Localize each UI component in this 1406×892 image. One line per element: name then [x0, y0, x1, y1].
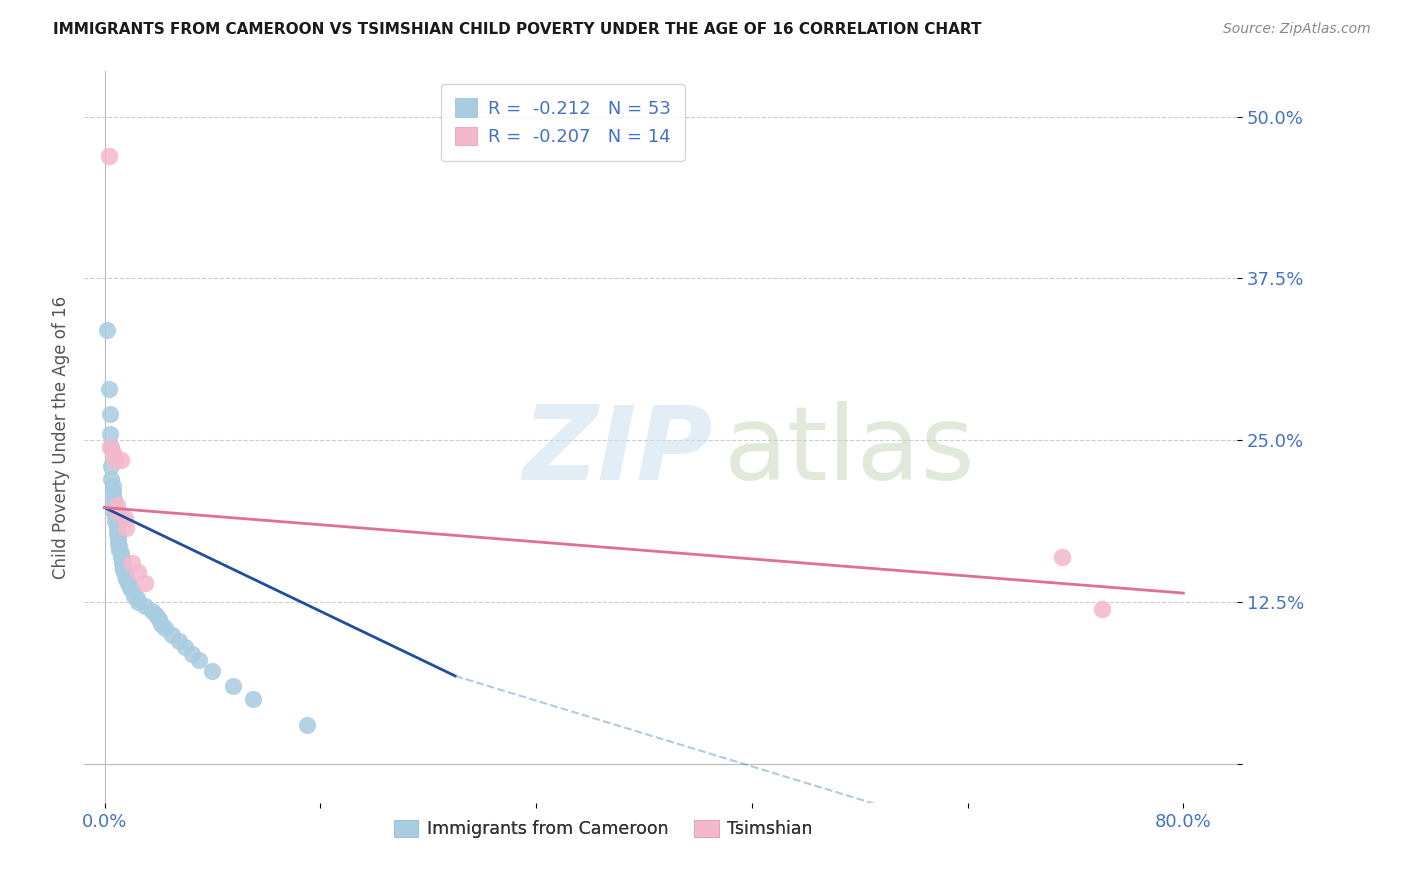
Point [121, 583, 143, 598]
Point [98, 408, 121, 422]
Point [121, 557, 143, 571]
Point [105, 498, 128, 512]
Point [188, 653, 211, 667]
Point [104, 514, 127, 528]
Point [110, 546, 132, 560]
Point [181, 647, 204, 661]
Text: atlas: atlas [724, 401, 976, 502]
Point [1091, 601, 1114, 615]
Point [110, 452, 132, 467]
Point [112, 563, 135, 577]
Point [97, 148, 120, 162]
Point [120, 581, 142, 595]
Point [100, 472, 122, 486]
Point [98, 440, 121, 454]
Point [103, 504, 125, 518]
Point [101, 478, 124, 492]
Point [101, 446, 124, 460]
Y-axis label: Child Poverty Under the Age of 16: Child Poverty Under the Age of 16 [52, 295, 70, 579]
Point [134, 575, 156, 590]
Point [104, 452, 127, 467]
Point [107, 537, 129, 551]
Point [100, 440, 122, 454]
Text: ZIP: ZIP [523, 401, 713, 502]
Point [98, 426, 121, 441]
Point [145, 608, 167, 623]
Point [115, 572, 138, 586]
Point [160, 627, 183, 641]
Point [107, 504, 129, 518]
Point [107, 533, 129, 547]
Point [201, 664, 224, 678]
Point [108, 543, 131, 558]
Point [108, 540, 131, 554]
Point [105, 521, 128, 535]
Point [107, 529, 129, 543]
Text: IMMIGRANTS FROM CAMEROON VS TSIMSHIAN CHILD POVERTY UNDER THE AGE OF 16 CORRELAT: IMMIGRANTS FROM CAMEROON VS TSIMSHIAN CH… [53, 22, 981, 37]
Point [118, 578, 141, 592]
Point [127, 595, 149, 609]
Point [221, 679, 243, 693]
Point [167, 634, 190, 648]
Point [112, 558, 135, 573]
Point [114, 511, 136, 525]
Point [105, 526, 128, 541]
Point [104, 508, 127, 523]
Point [97, 382, 120, 396]
Point [117, 575, 139, 590]
Point [150, 617, 173, 632]
Point [242, 692, 264, 706]
Point [148, 612, 170, 626]
Point [100, 459, 122, 474]
Point [101, 485, 124, 500]
Legend: Immigrants from Cameroon, Tsimshian: Immigrants from Cameroon, Tsimshian [387, 814, 820, 846]
Point [96, 323, 118, 337]
Point [141, 604, 163, 618]
Point [125, 591, 148, 606]
Point [103, 491, 125, 506]
Text: Source: ZipAtlas.com: Source: ZipAtlas.com [1223, 22, 1371, 37]
Point [122, 589, 145, 603]
Point [111, 557, 134, 571]
Point [134, 599, 156, 613]
Point [110, 549, 132, 564]
Point [115, 521, 138, 535]
Point [295, 718, 318, 732]
Point [1050, 549, 1073, 564]
Point [174, 640, 197, 655]
Point [105, 517, 128, 532]
Point [114, 569, 136, 583]
Point [127, 566, 149, 580]
Point [103, 498, 125, 512]
Point [111, 552, 134, 566]
Point [114, 566, 136, 580]
Point [155, 621, 177, 635]
